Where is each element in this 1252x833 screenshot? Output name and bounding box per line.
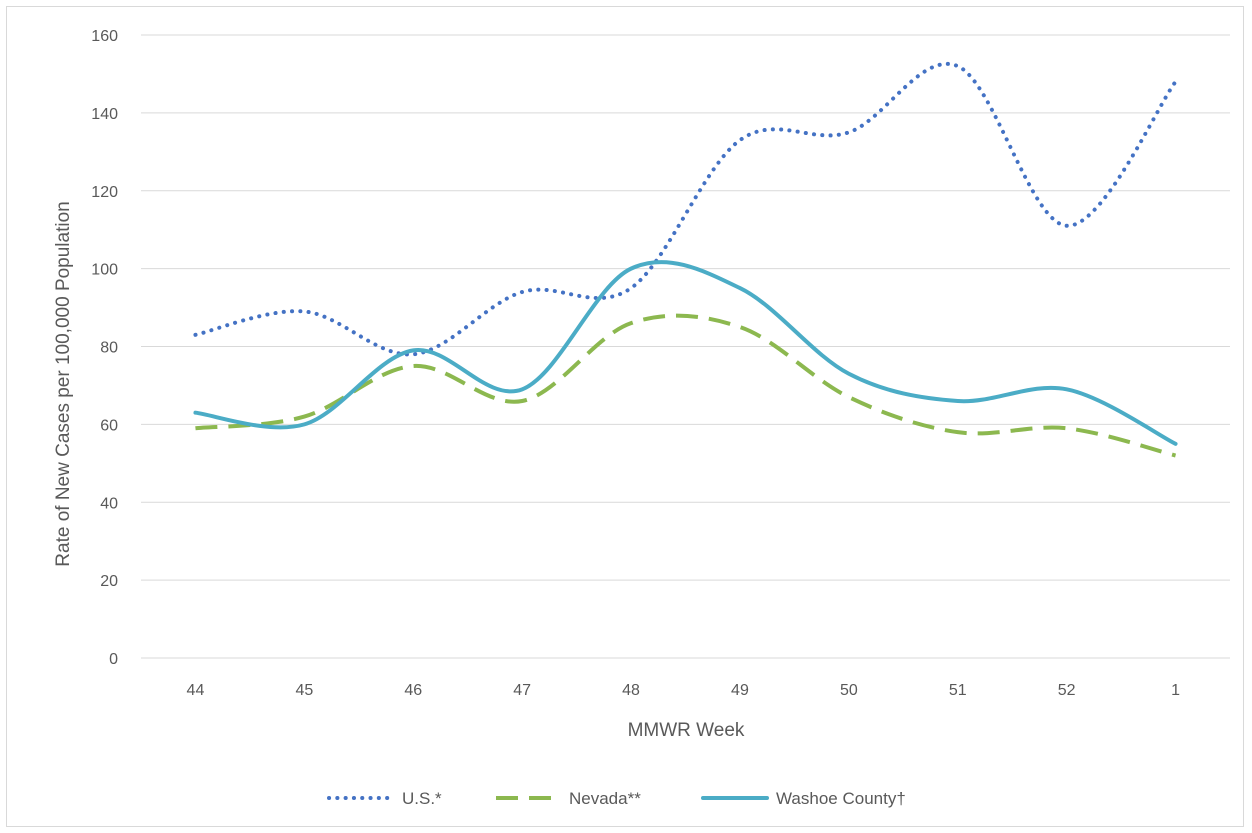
series-line-2 <box>193 260 1178 446</box>
y-tick-label: 20 <box>100 573 118 590</box>
x-tick-label: 52 <box>1058 682 1076 699</box>
legend-label: U.S.* <box>402 789 442 808</box>
y-tick-label: 140 <box>91 106 118 123</box>
series-lines <box>193 62 1178 458</box>
x-tick-label: 44 <box>187 682 205 699</box>
y-axis-title: Rate of New Cases per 100,000 Population <box>53 201 74 566</box>
x-tick-label: 1 <box>1171 682 1180 699</box>
legend: U.S.* Nevada** Washoe County† <box>327 789 906 808</box>
y-tick-label: 160 <box>91 28 118 45</box>
x-tick-label: 45 <box>295 682 313 699</box>
x-axis-title: MMWR Week <box>628 720 745 741</box>
x-tick-label: 49 <box>731 682 749 699</box>
legend-label: Nevada** <box>569 789 641 808</box>
x-tick-label: 51 <box>949 682 967 699</box>
gridlines <box>141 34 1230 659</box>
y-tick-label: 80 <box>100 340 118 357</box>
x-tick-label: 50 <box>840 682 858 699</box>
y-tick-label: 100 <box>91 262 118 279</box>
x-tick-label: 46 <box>404 682 422 699</box>
series-line-0 <box>193 62 1178 357</box>
y-tick-label: 120 <box>91 184 118 201</box>
x-axis-ticks: 44 45 46 47 48 49 50 51 52 1 <box>187 682 1181 699</box>
y-tick-label: 60 <box>100 417 118 434</box>
y-tick-label: 40 <box>100 495 118 512</box>
y-tick-label: 0 <box>109 651 118 668</box>
x-tick-label: 48 <box>622 682 640 699</box>
series-line-1 <box>195 313 1177 458</box>
x-tick-label: 47 <box>513 682 531 699</box>
legend-label: Washoe County† <box>776 789 906 808</box>
y-axis-ticks: 0 20 40 60 80 100 120 140 160 <box>91 28 118 668</box>
